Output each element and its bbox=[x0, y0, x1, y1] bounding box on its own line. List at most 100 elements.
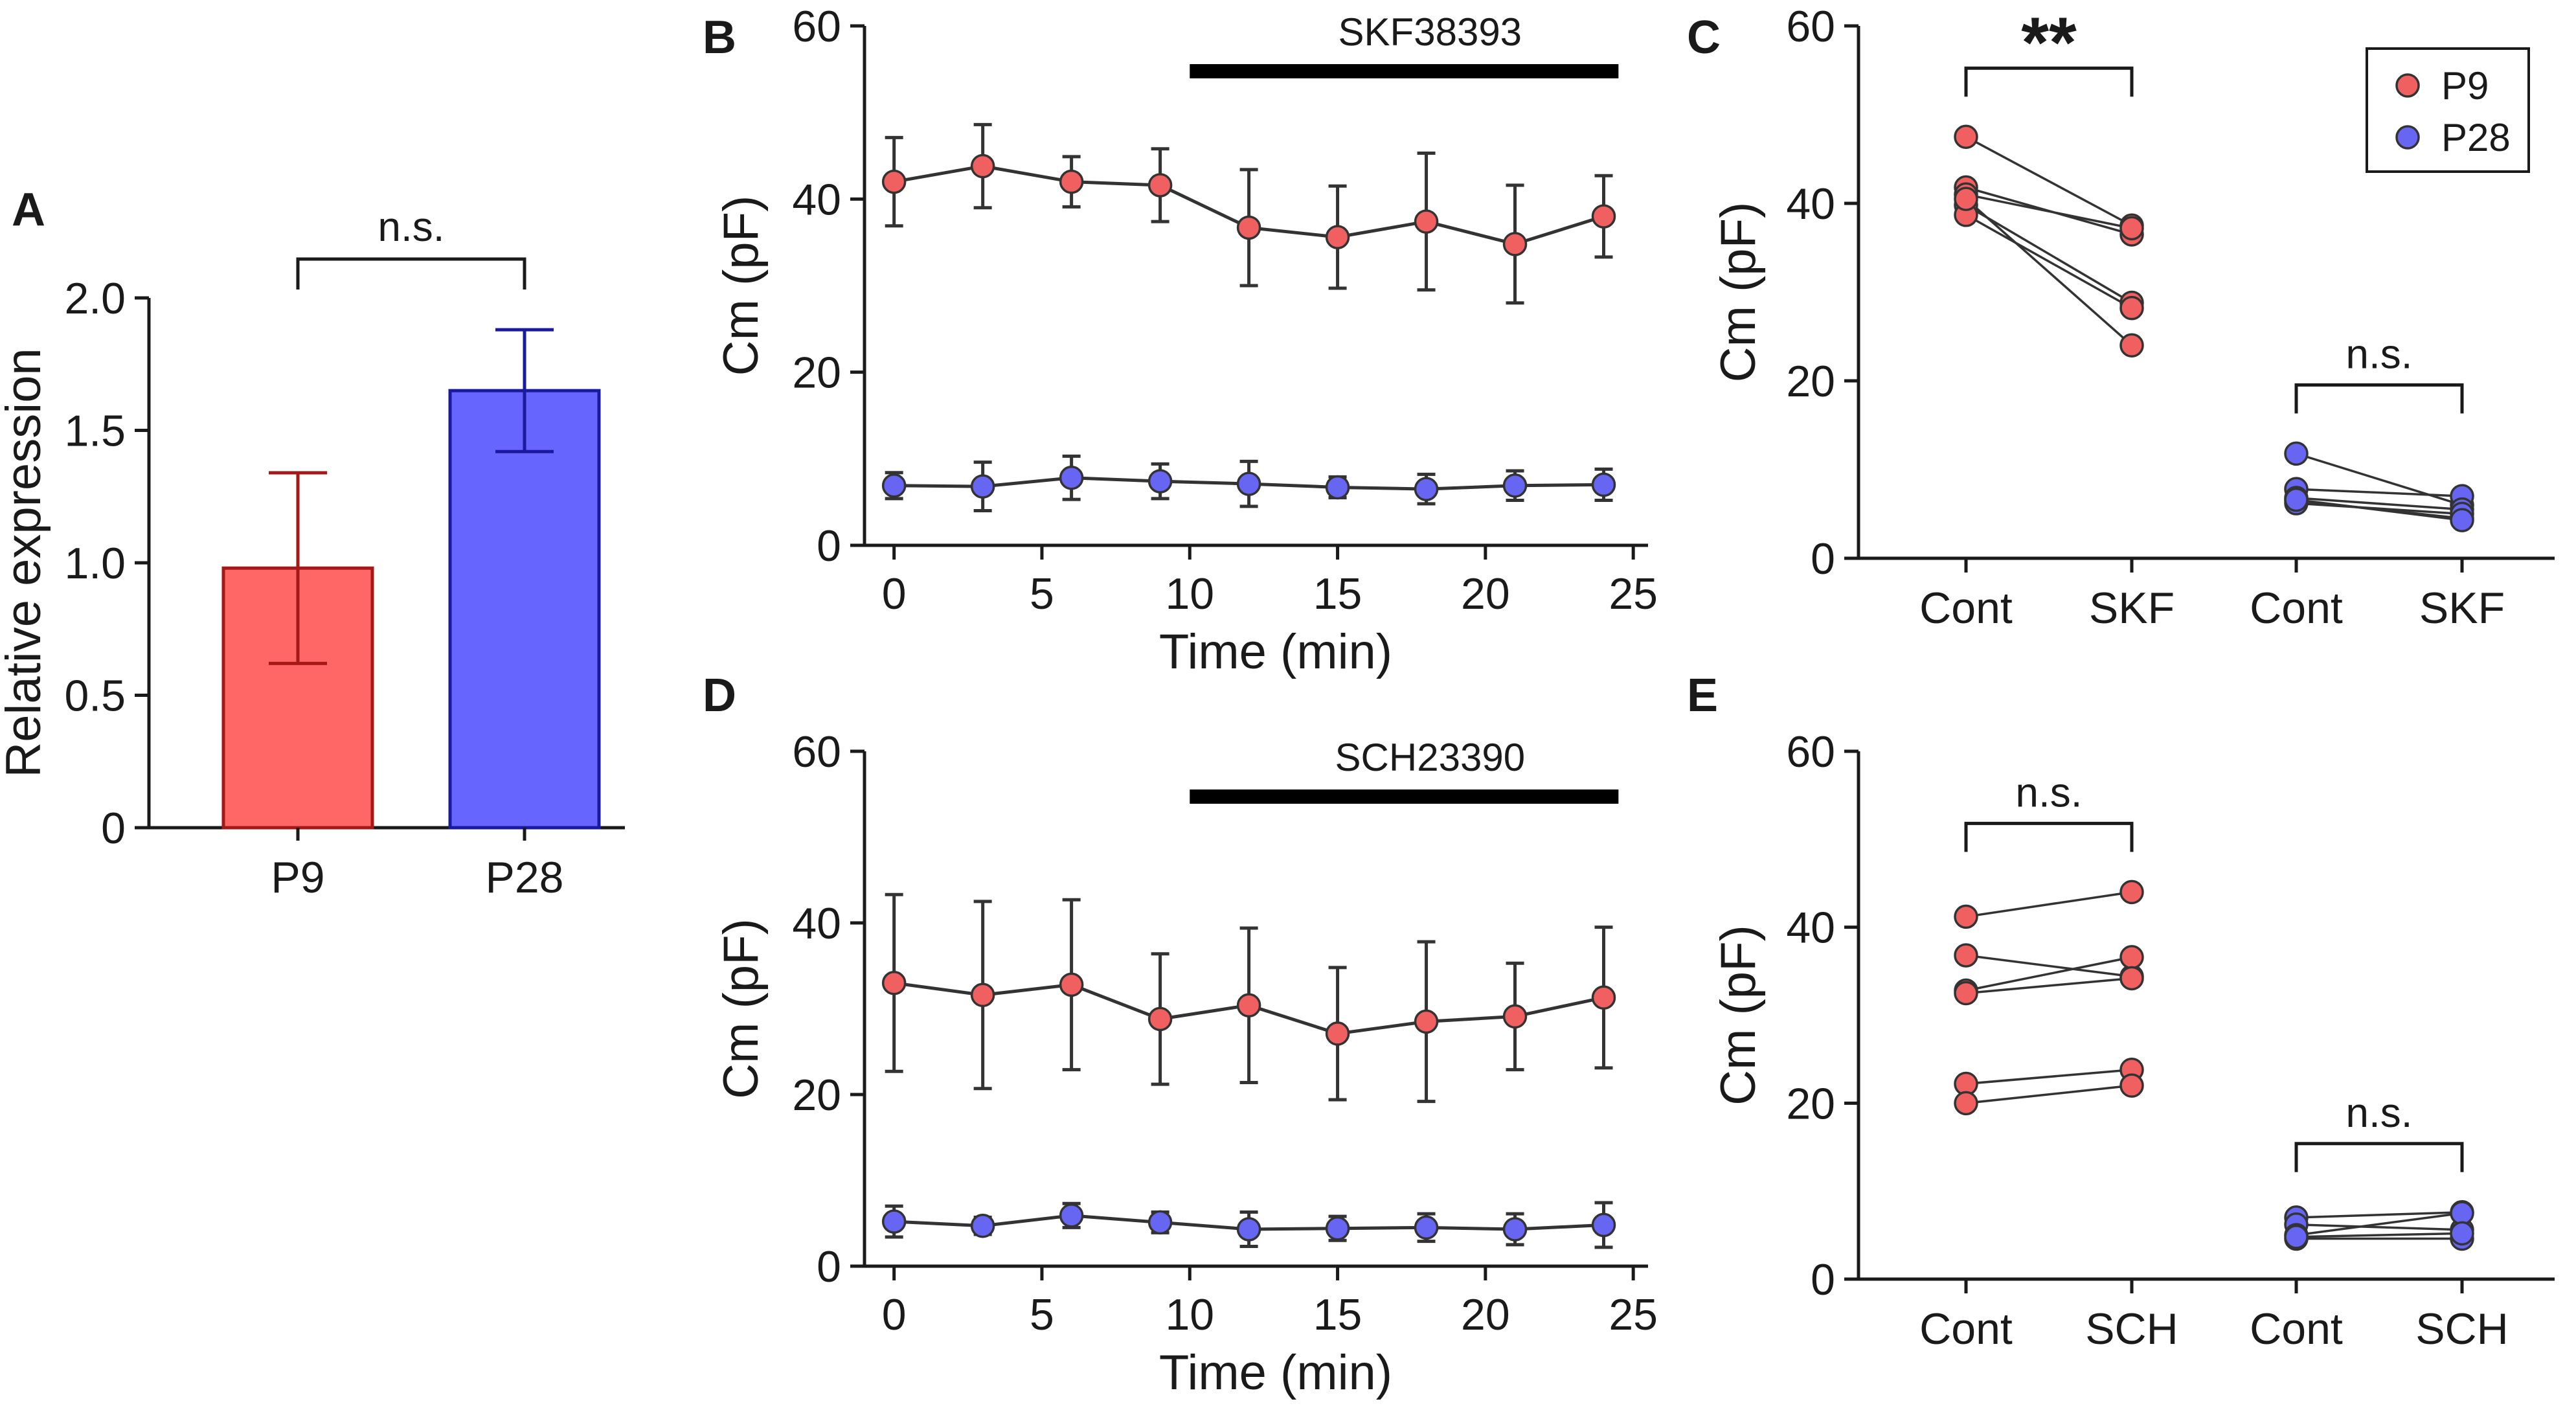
y-tick-label: 20 bbox=[1786, 357, 1835, 406]
significance-label: n.s. bbox=[378, 203, 444, 250]
y-axis-title: Cm (pF) bbox=[1711, 202, 1766, 383]
x-tick-label: 5 bbox=[1030, 569, 1054, 619]
x-tick-label: 15 bbox=[1313, 1290, 1362, 1339]
data-point-p28 bbox=[1147, 1210, 1173, 1235]
data-point-p28-cont bbox=[2284, 487, 2309, 512]
x-tick-label: 25 bbox=[1609, 569, 1658, 619]
x-tick-label: P9 bbox=[271, 853, 324, 902]
pair-line bbox=[1965, 1084, 2132, 1105]
data-point-p28-cont bbox=[2284, 1225, 2309, 1249]
data-point-p28-drug bbox=[2450, 1201, 2474, 1225]
data-point-p9-cont bbox=[1954, 943, 1978, 968]
data-point-p28-drug bbox=[2450, 508, 2474, 532]
drug-label: SKF38393 bbox=[1339, 10, 1522, 54]
data-point-p28 bbox=[881, 473, 907, 498]
significance-label: n.s. bbox=[2015, 769, 2082, 815]
data-point-p28 bbox=[881, 1209, 907, 1234]
x-tick-label: SKF bbox=[2089, 584, 2175, 633]
x-tick-label: 10 bbox=[1165, 569, 1214, 619]
data-point-p9 bbox=[1591, 204, 1616, 229]
y-tick-label: 40 bbox=[1786, 179, 1835, 229]
x-tick-label: SCH bbox=[2085, 1304, 2178, 1354]
pair-line bbox=[1965, 198, 2133, 346]
y-tick-label: 60 bbox=[1786, 2, 1835, 51]
data-point-p9-drug bbox=[2119, 966, 2144, 991]
y-tick-label: 1.0 bbox=[64, 539, 126, 588]
x-tick-label: 5 bbox=[1030, 1290, 1054, 1339]
data-point-p28 bbox=[1059, 465, 1084, 490]
data-point-p28 bbox=[1414, 477, 1439, 501]
pair-line bbox=[2296, 498, 2463, 521]
x-tick-label: P28 bbox=[486, 853, 564, 902]
data-point-p9 bbox=[1236, 993, 1261, 1017]
pair-line bbox=[2296, 452, 2463, 506]
panel-e: E Cm (pF) 0 20 40 60 Cont SCH Cont SCH n.s. n.s. bbox=[1687, 670, 2555, 1354]
pair-line bbox=[1965, 1068, 2132, 1085]
significance-bracket bbox=[1964, 821, 2134, 852]
significance-bracket bbox=[1964, 66, 2134, 97]
data-point-p9-cont bbox=[1954, 981, 1978, 1006]
panel-letter: E bbox=[1687, 670, 1718, 721]
pair-line bbox=[1965, 135, 2132, 227]
y-tick-label: 20 bbox=[792, 348, 841, 398]
data-point-p28 bbox=[970, 474, 995, 499]
pair-line bbox=[2296, 497, 2463, 511]
data-point-p9-drug bbox=[2119, 216, 2144, 241]
data-point-p9-drug bbox=[2119, 1073, 2144, 1098]
pair-line bbox=[1965, 954, 2132, 978]
data-point-p9-drug bbox=[2119, 333, 2144, 358]
data-point-p28 bbox=[1502, 1217, 1528, 1242]
legend-box bbox=[2366, 47, 2530, 173]
y-tick-label: 40 bbox=[792, 899, 841, 948]
y-tick-label: 1.5 bbox=[64, 407, 126, 456]
drug-application-bar bbox=[1190, 64, 1619, 78]
drug-label: SCH23390 bbox=[1335, 736, 1526, 779]
y-tick-label: 0 bbox=[817, 521, 841, 571]
data-point-p9 bbox=[970, 153, 995, 179]
data-point-p28-cont bbox=[2284, 441, 2309, 466]
pair-line bbox=[2296, 1211, 2463, 1219]
data-point-p9 bbox=[1059, 169, 1084, 194]
significance-label: n.s. bbox=[2345, 1089, 2412, 1136]
y-axis-title: Cm (pF) bbox=[714, 196, 769, 376]
panel-letter: D bbox=[703, 670, 736, 721]
pair-line bbox=[1965, 977, 2132, 995]
significance-bracket bbox=[296, 257, 526, 290]
data-point-p28 bbox=[1147, 469, 1173, 494]
data-point-p9 bbox=[881, 971, 907, 995]
y-tick-label: 20 bbox=[792, 1071, 841, 1120]
data-point-p28 bbox=[1236, 1217, 1261, 1242]
y-tick-label: 0 bbox=[1811, 534, 1835, 584]
data-point-p9-drug bbox=[2119, 295, 2144, 321]
y-tick-label: 60 bbox=[792, 2, 841, 51]
data-point-p28 bbox=[1325, 475, 1350, 500]
y-tick-label: 40 bbox=[1786, 903, 1835, 953]
significance-bracket bbox=[2294, 383, 2464, 414]
legend-marker-p28 bbox=[2395, 125, 2420, 150]
data-point-p28 bbox=[970, 1213, 995, 1238]
data-point-p28 bbox=[1325, 1216, 1350, 1241]
data-point-p28 bbox=[1059, 1203, 1084, 1228]
data-point-p9 bbox=[1147, 1006, 1173, 1032]
panel-a: A Relative expression 0 0.5 1.0 1.5 2.0 P9 P28 n.… bbox=[0, 184, 625, 902]
data-point-p9 bbox=[1325, 225, 1350, 249]
panel-d: D Cm (pF) 0 20 40 60 0 5 10 15 20 25 Time (min) SCH23… bbox=[703, 670, 1658, 1400]
data-point-p9-drug bbox=[2119, 945, 2144, 970]
data-point-p9-drug bbox=[2119, 880, 2144, 905]
data-point-p28-drug bbox=[2450, 1221, 2474, 1246]
x-tick-label: 25 bbox=[1609, 1290, 1658, 1339]
data-point-p9 bbox=[1414, 1009, 1439, 1034]
x-tick-label: Cont bbox=[1919, 1304, 2013, 1354]
data-point-p9 bbox=[970, 982, 995, 1008]
x-tick-label: SCH bbox=[2415, 1304, 2509, 1354]
data-point-p9-cont bbox=[1954, 187, 1978, 211]
pair-line bbox=[1965, 204, 2132, 304]
data-point-p9-cont bbox=[1954, 1091, 1978, 1116]
x-axis-title: Time (min) bbox=[1159, 1345, 1392, 1400]
legend-marker-p9 bbox=[2395, 73, 2420, 98]
data-point-p28 bbox=[1591, 1212, 1616, 1238]
x-tick-label: 20 bbox=[1461, 1290, 1510, 1339]
panel-letter: B bbox=[703, 12, 736, 63]
